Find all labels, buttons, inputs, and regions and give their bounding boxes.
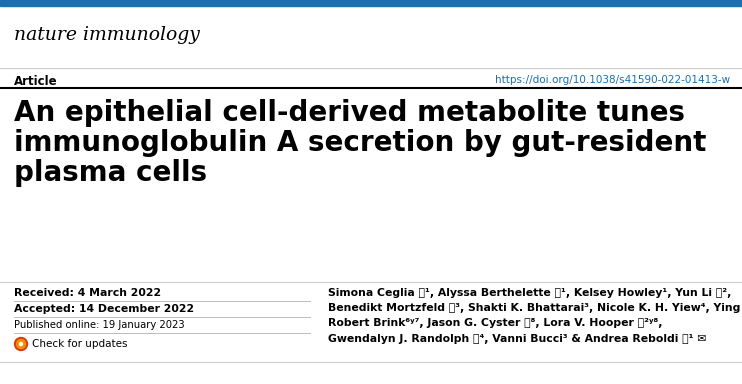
Bar <box>0 0 742 6</box>
Text: plasma cells: plasma cells <box>14 159 207 187</box>
Text: An epithelial cell-derived metabolite tunes: An epithelial cell-derived metabolite tu… <box>14 99 685 127</box>
Text: Simona Ceglia ⓘ¹, Alyssa Berthelette ⓘ¹, Kelsey Howley¹, Yun Li ⓘ²,: Simona Ceglia ⓘ¹, Alyssa Berthelette ⓘ¹,… <box>328 288 732 298</box>
Text: Check for updates: Check for updates <box>32 339 128 349</box>
Text: Article: Article <box>14 75 58 88</box>
Text: Published online: 19 January 2023: Published online: 19 January 2023 <box>14 320 185 330</box>
Circle shape <box>16 339 25 349</box>
Text: https://doi.org/10.1038/s41590-022-01413-w: https://doi.org/10.1038/s41590-022-01413… <box>495 75 730 85</box>
Text: Gwendalyn J. Randolph ⓘ⁴, Vanni Bucci³ & Andrea Reboldi ⓘ¹ ✉: Gwendalyn J. Randolph ⓘ⁴, Vanni Bucci³ &… <box>328 334 706 344</box>
Circle shape <box>15 338 27 351</box>
Text: Received: 4 March 2022: Received: 4 March 2022 <box>14 288 161 298</box>
Text: Robert Brink⁶ʸ⁷, Jason G. Cyster ⓘ⁸, Lora V. Hooper ⓘ²ʸ⁸,: Robert Brink⁶ʸ⁷, Jason G. Cyster ⓘ⁸, Lor… <box>328 318 663 328</box>
Text: Accepted: 14 December 2022: Accepted: 14 December 2022 <box>14 304 194 314</box>
Text: immunoglobulin A secretion by gut-resident: immunoglobulin A secretion by gut-reside… <box>14 129 706 157</box>
Text: nature immunology: nature immunology <box>14 26 200 44</box>
Circle shape <box>19 343 22 346</box>
Text: Benedikt Mortzfeld ⓘ³, Shakti K. Bhattarai³, Nicole K. H. Yiew⁴, Ying Xu⁵,: Benedikt Mortzfeld ⓘ³, Shakti K. Bhattar… <box>328 303 742 313</box>
